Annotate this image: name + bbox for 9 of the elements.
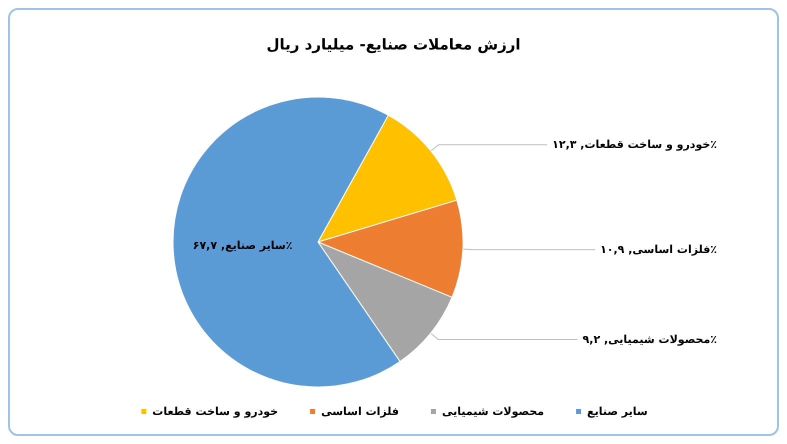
chart-title: ارزش معاملات صنایع- میلیارد ریال <box>266 36 521 54</box>
data-label: خودرو و ساخت قطعات, ۱۲,۳٪ <box>552 138 717 152</box>
legend-label: خودرو و ساخت قطعات <box>152 405 278 418</box>
data-label: سایر صنایع, ۶۷,۷٪ <box>192 239 292 252</box>
legend-label: سایر صنایع <box>587 405 648 418</box>
data-label: فلزات اساسی, ۱۰,۹٪ <box>600 243 717 256</box>
legend-label: محصولات شیمیایی <box>442 405 544 418</box>
data-label: محصولات شیمیایی, ۹,۲٪ <box>582 333 717 346</box>
legend-label: فلزات اساسی <box>321 405 399 418</box>
